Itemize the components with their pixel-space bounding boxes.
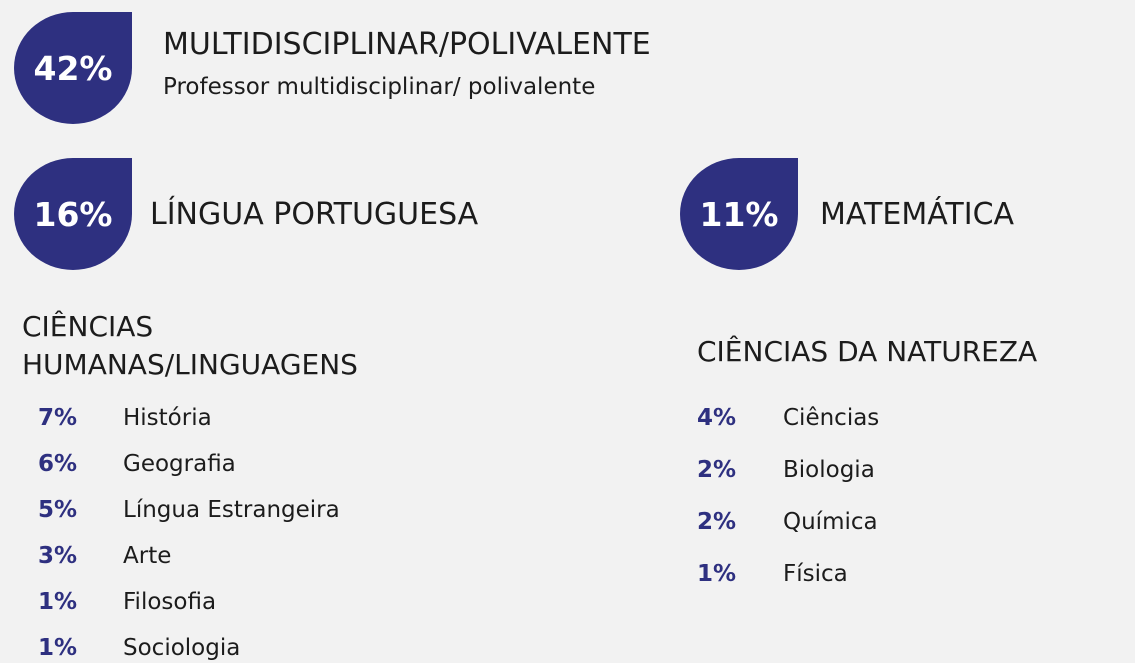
item-percent: 7% — [38, 405, 78, 431]
item-percent: 2% — [697, 457, 737, 483]
item-percent: 1% — [697, 561, 737, 587]
item-label: Química — [783, 509, 878, 535]
item-label: Geografia — [123, 451, 236, 477]
highlight-title: MATEMÁTICA — [820, 197, 1015, 232]
item-label: Biologia — [783, 457, 875, 483]
percent-badge: 16% — [14, 158, 132, 270]
percent-badge: 11% — [680, 158, 798, 270]
item-label: História — [123, 405, 212, 431]
item-percent: 4% — [697, 405, 737, 431]
item-label: Arte — [123, 543, 172, 569]
item-label: Sociologia — [123, 635, 241, 661]
item-label: Ciências — [783, 405, 880, 431]
group-title: CIÊNCIAS DA NATUREZA — [697, 335, 1038, 368]
item-percent: 2% — [697, 509, 737, 535]
highlight-title: MULTIDISCIPLINAR/POLIVALENTE — [163, 27, 651, 62]
item-percent: 5% — [38, 497, 78, 523]
item-label: Física — [783, 561, 848, 587]
item-percent: 1% — [38, 589, 78, 615]
item-label: Língua Estrangeira — [123, 497, 340, 523]
percent-badge: 42% — [14, 12, 132, 124]
highlight-subtitle: Professor multidisciplinar/ polivalente — [163, 74, 596, 100]
highlight-title: LÍNGUA PORTUGUESA — [150, 197, 479, 232]
item-label: Filosofia — [123, 589, 217, 615]
item-percent: 1% — [38, 635, 78, 661]
item-percent: 3% — [38, 543, 78, 569]
group-title: CIÊNCIAS HUMANAS/LINGUAGENS — [22, 310, 358, 381]
item-percent: 6% — [38, 451, 78, 477]
